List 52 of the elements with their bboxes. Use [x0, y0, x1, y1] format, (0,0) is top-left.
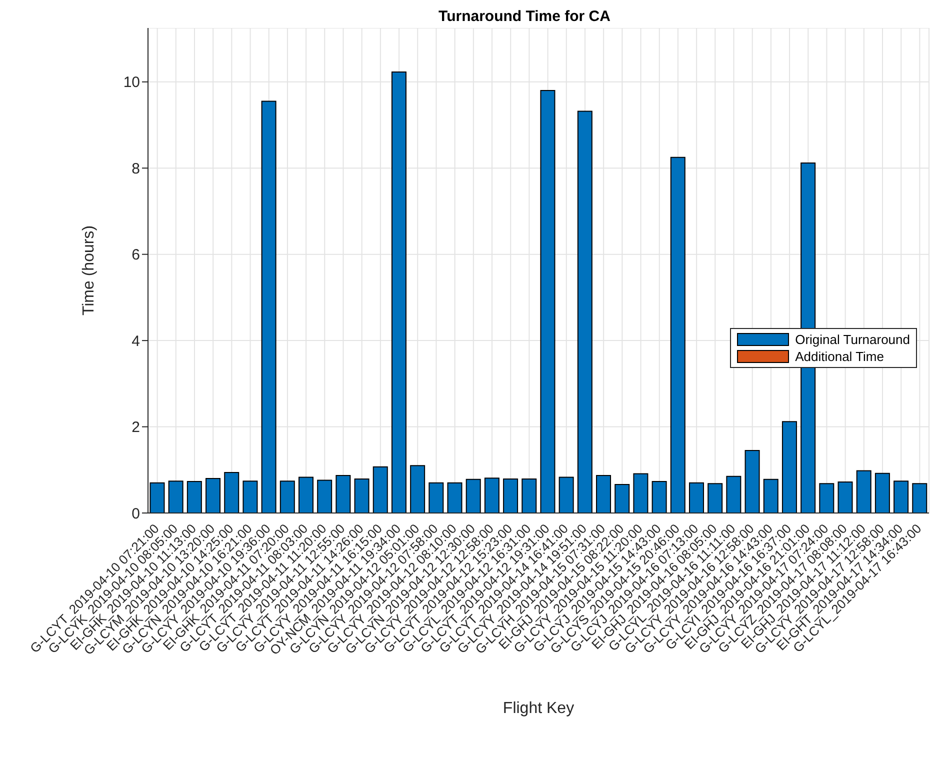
bar [354, 478, 370, 513]
y-axis-title: Time (hours) [80, 225, 98, 316]
bar [428, 482, 444, 513]
bar [838, 481, 853, 513]
bar [391, 71, 406, 513]
bar [224, 472, 240, 513]
y-tick-label: 4 [132, 332, 140, 350]
bar [763, 478, 778, 513]
bar [688, 482, 704, 513]
y-tick-label: 10 [123, 74, 140, 92]
bar [372, 466, 388, 513]
bar [242, 480, 258, 513]
bar [558, 476, 574, 513]
bar [410, 465, 426, 513]
bar [596, 474, 612, 513]
bar [336, 474, 351, 513]
y-tick-label: 8 [132, 160, 140, 178]
bar [577, 110, 592, 513]
y-tick-label: 6 [132, 246, 140, 264]
legend-label: Original Turnaround [795, 331, 910, 348]
bar [744, 450, 760, 513]
bar [726, 476, 742, 513]
bar [819, 483, 834, 513]
bar [261, 100, 276, 513]
bar [168, 480, 184, 513]
bar [670, 156, 686, 513]
bar [856, 470, 872, 513]
bar [150, 482, 165, 513]
bar [317, 480, 332, 513]
y-tick-label: 2 [132, 419, 140, 436]
bar [484, 478, 500, 513]
bar [466, 478, 481, 513]
legend-label: Additional Time [795, 348, 884, 365]
bar [874, 472, 890, 513]
chart-title: Turnaround Time for CA [438, 8, 612, 27]
bar [782, 421, 797, 513]
bar [280, 480, 295, 513]
bar [206, 478, 221, 513]
bar [912, 483, 928, 513]
bar [633, 473, 648, 513]
bar [298, 476, 314, 513]
bar [652, 481, 667, 513]
bar [614, 484, 630, 513]
bar [894, 480, 909, 513]
bar [708, 483, 723, 513]
bar [447, 482, 462, 513]
x-axis-title: Flight Key [502, 700, 574, 717]
bar [186, 481, 202, 513]
bar [540, 90, 556, 513]
bar [522, 478, 537, 513]
y-tick-label: 0 [132, 505, 140, 522]
bar [503, 478, 518, 513]
